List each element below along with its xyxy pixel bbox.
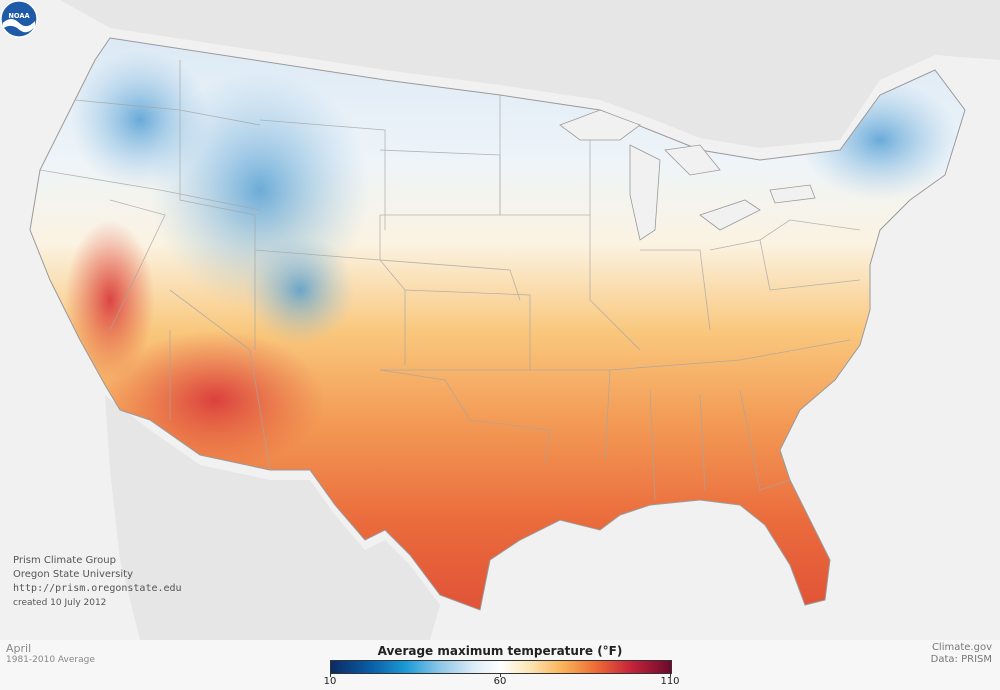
period-label: 1981-2010 Average — [6, 655, 95, 665]
credit-url[interactable]: http://prism.oregonstate.edu — [13, 583, 182, 594]
map-footer: April 1981-2010 Average Average maximum … — [0, 640, 1000, 690]
source-data: Data: PRISM — [930, 654, 992, 665]
canada-landmass — [0, 0, 1000, 148]
credit-created-date: created 10 July 2012 — [13, 598, 107, 608]
legend-tick-mark-min — [330, 673, 331, 677]
month-label: April — [6, 642, 32, 655]
legend-tick-mark-max — [670, 673, 671, 677]
state-borders — [39, 60, 861, 501]
mexico-landmass — [105, 395, 440, 640]
noaa-logo-icon: NOAA — [0, 0, 38, 38]
source-site: Climate.gov — [931, 642, 992, 653]
legend-tick-min: 10 — [323, 676, 337, 687]
credit-line-2: Oregon State University — [13, 569, 133, 580]
noaa-logo-text: NOAA — [8, 12, 30, 20]
legend-title: Average maximum temperature (°F) — [377, 644, 623, 658]
map-graphic — [0, 0, 1000, 640]
legend-tick-mid: 60 — [493, 676, 507, 687]
legend-color-bar — [330, 660, 672, 674]
legend-tick-max: 110 — [660, 676, 680, 687]
temperature-map: Prism Climate Group Oregon State Univers… — [0, 0, 1000, 640]
great-lakes — [559, 109, 816, 241]
credit-line-1: Prism Climate Group — [13, 555, 116, 566]
legend-tick-mark-mid — [500, 673, 501, 677]
